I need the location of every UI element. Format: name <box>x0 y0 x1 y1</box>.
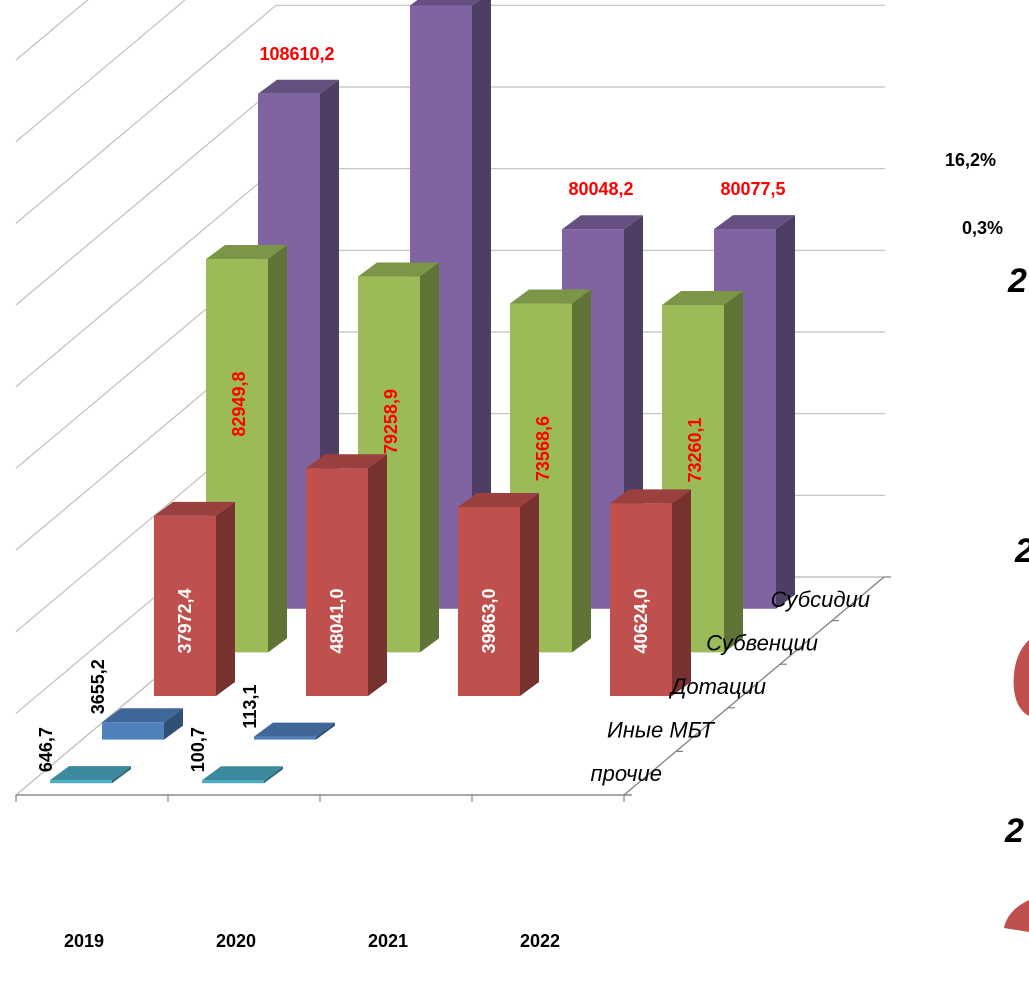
gridline-side <box>15 86 277 306</box>
data-label: 100,7 <box>188 727 208 772</box>
gridline-side <box>15 0 89 61</box>
bar-top <box>410 0 480 6</box>
side-percent-2: 0,3% <box>962 218 1003 238</box>
bar-top <box>562 215 643 230</box>
bar-top <box>206 245 287 260</box>
data-label: 48041,0 <box>327 588 347 653</box>
bar-side <box>572 289 591 653</box>
data-label: 79258,9 <box>381 389 401 454</box>
x-tick-label: 2022 <box>520 931 560 951</box>
gridlines <box>15 0 885 796</box>
bar-top <box>610 489 691 504</box>
bar-top <box>154 501 235 516</box>
pie-slice-fragment-2 <box>1004 900 1029 932</box>
x-tick-label: 2020 <box>216 931 256 951</box>
side-chart-fragment: 16,2% 0,3% 2 2 2 <box>945 150 1029 932</box>
series-axis-label: прочие <box>591 761 662 786</box>
data-label: 82949,8 <box>229 372 249 437</box>
bar-side <box>520 492 539 696</box>
bar-top <box>258 79 339 94</box>
category-axis: 2019 2020 2021 2022 <box>15 794 632 951</box>
series-axis-label: Субсидии <box>771 587 870 612</box>
gridline-side <box>15 168 277 388</box>
pie-slice-fragment-1 <box>1013 640 1029 716</box>
data-label: 3655,2 <box>88 659 108 714</box>
bar <box>458 506 520 696</box>
bar <box>102 722 164 740</box>
value-labels: 108610,2127237,280048,280077,582949,8792… <box>36 44 786 772</box>
bars <box>50 0 795 784</box>
bar <box>154 515 216 696</box>
bar-side <box>672 489 691 696</box>
data-label: 80048,2 <box>568 179 633 199</box>
data-label: 646,7 <box>36 727 56 772</box>
bar-side <box>368 454 387 696</box>
gridline-side <box>15 0 186 143</box>
bar-top <box>510 289 591 304</box>
data-label: 73260,1 <box>685 417 705 482</box>
bar-side <box>472 0 491 609</box>
bar <box>254 736 316 740</box>
bar <box>306 468 368 696</box>
bar-side <box>112 766 131 784</box>
bar <box>610 503 672 696</box>
bar-side <box>724 291 743 653</box>
bar-side <box>268 245 287 653</box>
series-axis-line <box>623 576 885 796</box>
side-number-3: 2 <box>1004 812 1024 850</box>
bar-top <box>50 766 131 781</box>
series-axis: прочие Иные МБТ Дотации Субвенции Субсидии <box>591 576 891 796</box>
data-label: 40624,0 <box>631 588 651 653</box>
data-label: 39863,0 <box>479 588 499 653</box>
gridline-side <box>15 4 277 224</box>
side-number-1: 2 <box>1007 262 1027 300</box>
bar-top <box>458 492 539 507</box>
x-tick-label: 2019 <box>64 931 104 951</box>
data-label: 37972,4 <box>175 588 195 653</box>
bar-top <box>714 215 795 230</box>
side-percent-1: 16,2% <box>945 150 996 170</box>
bar-side <box>216 501 235 696</box>
bar-top <box>306 454 387 469</box>
x-tick-label: 2021 <box>368 931 408 951</box>
data-label: 108610,2 <box>259 44 334 64</box>
bar-top <box>202 766 283 781</box>
bar-top <box>254 722 335 737</box>
bar-top <box>102 708 183 723</box>
bar <box>202 780 264 784</box>
data-label: 113,1 <box>240 685 260 729</box>
series-axis-label: Иные МБТ <box>607 718 716 743</box>
side-number-2: 2 <box>1014 532 1029 570</box>
bar-top <box>662 291 743 306</box>
bar-side <box>316 722 335 740</box>
bar-side <box>420 262 439 653</box>
series-axis-label: Субвенции <box>706 630 818 655</box>
data-label: 80077,5 <box>720 179 785 199</box>
bar-side <box>164 708 183 740</box>
data-label: 73568,6 <box>533 416 553 481</box>
bar-side <box>776 215 795 609</box>
bar <box>50 780 112 784</box>
bar-side <box>264 766 283 784</box>
series-axis-label: Дотации <box>668 674 766 699</box>
bar-top <box>358 262 439 277</box>
